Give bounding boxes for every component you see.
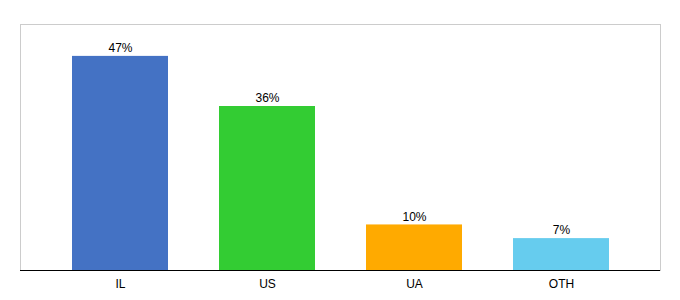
svg-text:UA: UA [406,277,423,291]
svg-text:OTH: OTH [549,277,574,291]
svg-text:IL: IL [115,277,125,291]
svg-text:47%: 47% [108,41,132,55]
svg-text:36%: 36% [255,91,279,105]
svg-text:US: US [259,277,276,291]
svg-text:7%: 7% [553,223,571,237]
svg-text:10%: 10% [402,210,426,224]
